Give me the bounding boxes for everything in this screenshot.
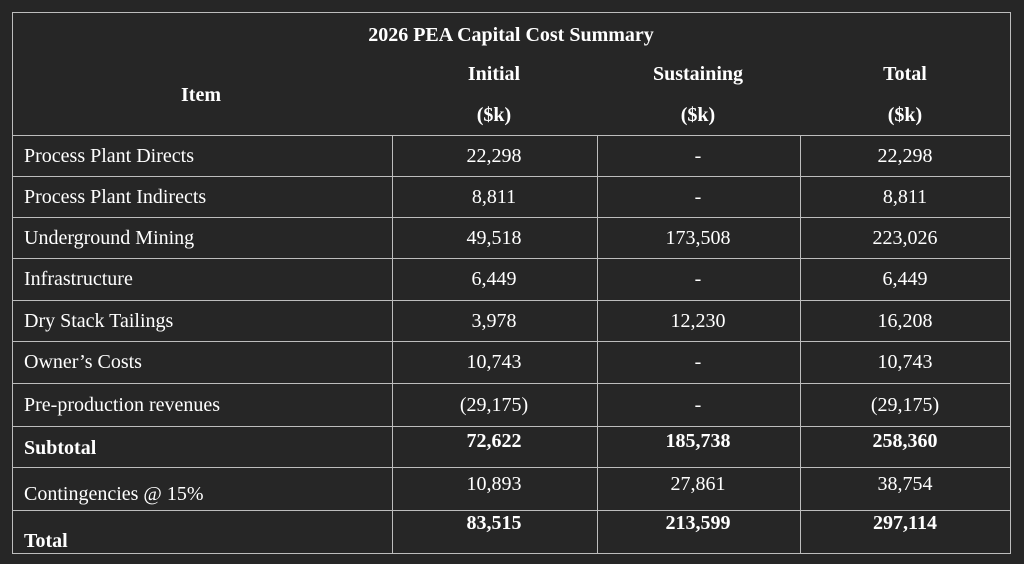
cell-value: 22,298 (877, 145, 933, 167)
cell-value: 22,298 (466, 145, 522, 167)
row-label: Underground Mining (24, 227, 195, 249)
row-border (12, 217, 1010, 218)
cell-value: 16,208 (877, 310, 933, 332)
cell-value: 27,861 (670, 473, 726, 495)
column-header: Initial (467, 63, 521, 85)
cell-value: 223,026 (872, 227, 938, 249)
column-header: Sustaining (652, 63, 744, 85)
table-title: 2026 PEA Capital Cost Summary (368, 24, 654, 46)
column-unit: ($k) (476, 104, 512, 126)
cell-value: 258,360 (872, 430, 938, 452)
cell-value: 38,754 (877, 473, 933, 495)
row-label: Total (24, 530, 68, 552)
row-label: Subtotal (24, 437, 97, 459)
column-header: Item (181, 84, 221, 106)
cell-value: 12,230 (670, 310, 726, 332)
row-label: Dry Stack Tailings (24, 310, 174, 332)
cell-value: (29,175) (870, 394, 940, 416)
cell-value: - (694, 268, 702, 290)
cell-value: 185,738 (665, 430, 731, 452)
cell-value: (29,175) (459, 394, 529, 416)
cell-value: 213,599 (665, 512, 731, 534)
cell-value: 10,743 (877, 351, 933, 373)
row-border (12, 426, 1010, 427)
column-unit: ($k) (887, 104, 923, 126)
cell-value: 72,622 (466, 430, 522, 452)
cell-value: - (694, 351, 702, 373)
cell-value: 8,811 (882, 186, 928, 208)
column-unit: ($k) (680, 104, 716, 126)
cell-value: 173,508 (665, 227, 731, 249)
row-border (12, 510, 1010, 511)
cell-value: 297,114 (873, 512, 937, 534)
row-border (12, 135, 1010, 136)
row-label: Process Plant Indirects (24, 186, 207, 208)
row-border (12, 383, 1010, 384)
cell-value: - (694, 186, 702, 208)
row-label: Infrastructure (24, 268, 133, 290)
row-label: Contingencies @ 15% (24, 483, 204, 505)
row-label: Pre-production revenues (24, 394, 221, 416)
table-frame (12, 12, 1011, 554)
row-border (12, 467, 1010, 468)
cell-value: - (694, 145, 702, 167)
row-border (12, 258, 1010, 259)
cell-value: 83,515 (466, 512, 522, 534)
cell-value: 49,518 (466, 227, 522, 249)
column-header: Total (883, 63, 927, 85)
cell-value: 6,449 (471, 268, 517, 290)
row-label: Process Plant Directs (24, 145, 194, 167)
column-border (800, 135, 801, 553)
row-border (12, 176, 1010, 177)
cell-value: 8,811 (471, 186, 517, 208)
cell-value: 10,893 (466, 473, 522, 495)
row-border (12, 300, 1010, 301)
cell-value: 10,743 (466, 351, 522, 373)
cell-value: 6,449 (882, 268, 928, 290)
column-border (392, 135, 393, 553)
cell-value: 3,978 (471, 310, 517, 332)
column-border (597, 135, 598, 553)
row-label: Owner’s Costs (24, 351, 142, 373)
cell-value: - (694, 394, 702, 416)
row-border (12, 341, 1010, 342)
